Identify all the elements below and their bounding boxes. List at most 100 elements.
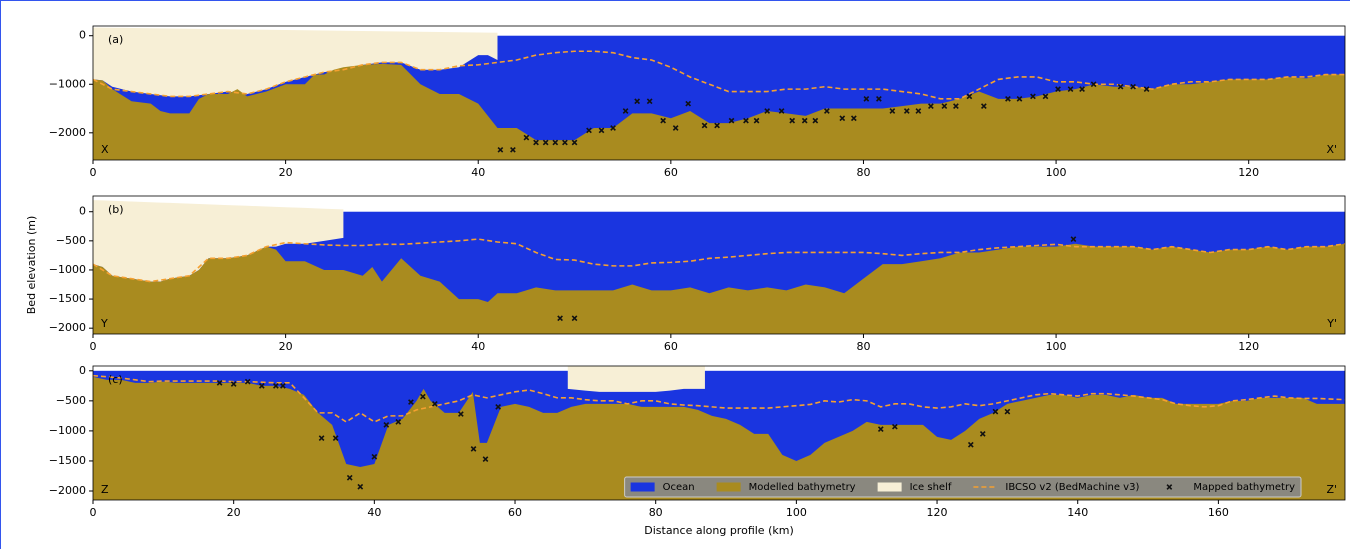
mapped-point: [1016, 95, 1023, 102]
mapped-point: [714, 122, 720, 129]
mapped-point: [346, 474, 353, 481]
mapped-point: [1090, 81, 1097, 88]
x-tick-label: 80: [649, 506, 663, 519]
legend-label: IBCSO v2 (BedMachine v3): [1005, 482, 1139, 493]
mapped-point: [1030, 93, 1036, 100]
mapped-point: [889, 108, 896, 114]
mapped-point: [660, 117, 667, 124]
x-tick-label: 0: [90, 166, 97, 179]
y-tick-label: 0: [79, 29, 86, 42]
bathymetry: [93, 243, 1345, 334]
x-tick-label: 100: [786, 506, 807, 519]
mapped-point: [876, 95, 882, 102]
legend-patch: [630, 482, 655, 492]
mapped-point: [903, 108, 910, 114]
mapped-point: [571, 139, 578, 146]
mapped-point: [764, 108, 771, 114]
mapped-point: [891, 423, 898, 430]
mapped-point: [877, 426, 884, 432]
x-axis-label: Distance along profile (km): [644, 524, 793, 537]
mapped-point: [979, 431, 986, 437]
mapped-point: [383, 422, 390, 428]
mapped-point: [1143, 86, 1150, 92]
x-tick-label: 100: [1046, 340, 1067, 353]
x-tick-label: 120: [927, 506, 948, 519]
y-axis-label: Bed elevation (m): [25, 216, 38, 315]
legend-patch: [716, 482, 741, 492]
mapped-point: [273, 382, 279, 389]
mapped-point: [966, 93, 973, 100]
mapped-point: [562, 139, 568, 146]
mapped-point: [610, 125, 616, 131]
mapped-point: [510, 146, 516, 153]
mapped-point: [216, 379, 223, 386]
bathymetry: [93, 376, 1345, 500]
legend-box: [624, 476, 1302, 498]
mapped-point: [967, 441, 974, 448]
mapped-point: [812, 117, 819, 124]
y-tick-label: 0: [79, 364, 86, 377]
mapped-point: [992, 408, 999, 415]
profile-end-label: Y': [1326, 317, 1337, 330]
mapped-point: [928, 103, 934, 109]
profile-start-label: Z: [101, 483, 109, 496]
ice-shelf: [93, 27, 498, 97]
mapped-point: [685, 100, 692, 107]
mapped-point: [1055, 86, 1061, 92]
x-tick-label: 160: [1208, 506, 1229, 519]
mapped-point: [571, 315, 578, 322]
profile-end-label: Z': [1326, 483, 1337, 496]
mapped-point: [1042, 93, 1049, 100]
mapped-point: [850, 115, 857, 122]
y-tick-label: −500: [56, 234, 86, 247]
mapped-point: [230, 381, 237, 387]
x-tick-label: 40: [471, 166, 485, 179]
mapped-point: [457, 411, 464, 417]
mapped-point: [495, 403, 502, 410]
mapped-point: [332, 435, 339, 441]
x-tick-label: 20: [227, 506, 241, 519]
x-tick-label: 120: [1238, 340, 1259, 353]
mapped-point: [420, 393, 426, 400]
mapped-point: [557, 315, 563, 322]
y-tick-label: −500: [56, 394, 86, 407]
mapped-point: [941, 103, 948, 109]
mapped-point: [789, 117, 796, 124]
y-tick-label: −1000: [49, 77, 86, 90]
mapped-point: [743, 117, 749, 124]
x-tick-label: 20: [279, 166, 293, 179]
mapped-point: [753, 117, 760, 124]
x-tick-label: 60: [664, 166, 678, 179]
legend-label: Modelled bathymetry: [749, 482, 856, 493]
axes-frame: [92, 25, 1346, 161]
mapped-point: [1079, 86, 1085, 92]
y-tick-label: −1500: [49, 454, 86, 467]
mapped-point: [280, 382, 286, 389]
x-tick-label: 60: [664, 340, 678, 353]
mapped-point: [318, 435, 325, 441]
ibcso-line: [93, 50, 1345, 100]
legend-label: Ice shelf: [910, 482, 952, 493]
mapped-point: [728, 117, 735, 124]
x-tick-label: 100: [1046, 166, 1067, 179]
bathymetry: [93, 63, 1345, 160]
x-tick-label: 40: [367, 506, 381, 519]
mapped-point: [523, 134, 530, 141]
axes-frame: [92, 195, 1346, 335]
mapped-point: [542, 139, 549, 146]
mapped-point: [552, 139, 559, 146]
mapped-point: [1005, 95, 1011, 102]
mapped-point: [598, 127, 605, 134]
mapped-point: [634, 98, 641, 105]
mapped-point: [244, 378, 251, 385]
mapped-point: [1130, 83, 1136, 90]
mapped-point: [1004, 408, 1011, 415]
mapped-point: [622, 108, 629, 114]
mapped-point: [497, 146, 504, 153]
plot: [93, 366, 1345, 500]
plot: [93, 27, 1345, 160]
y-tick-label: −2000: [49, 484, 86, 497]
legend-marker: [1166, 484, 1173, 490]
axes-frame: [92, 365, 1346, 501]
y-tick-label: −1500: [49, 292, 86, 305]
